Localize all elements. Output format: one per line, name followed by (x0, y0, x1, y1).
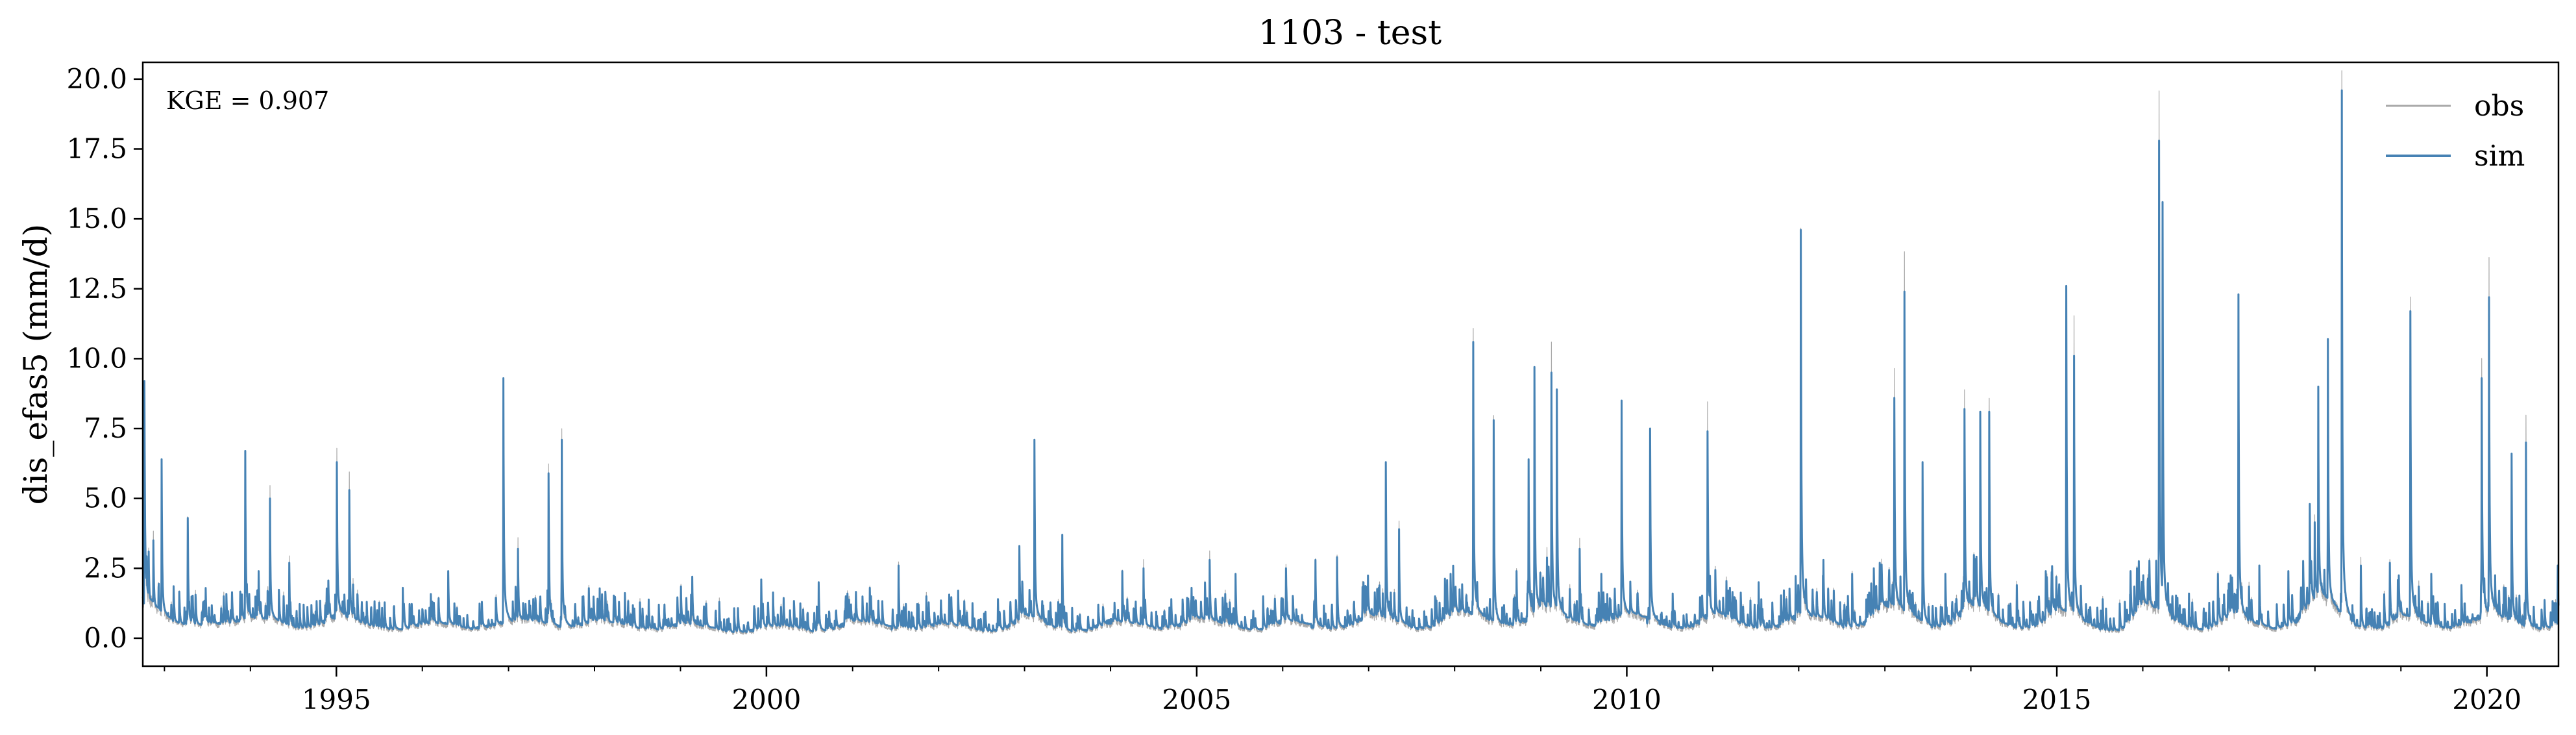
x-tick-label: 2010 (1592, 684, 1662, 716)
y-tick-label: 5.0 (84, 482, 127, 514)
x-tick-label: 2020 (2452, 684, 2521, 716)
y-tick-label: 20.0 (66, 63, 127, 95)
y-tick-label: 15.0 (66, 203, 127, 234)
y-tick-label: 10.0 (66, 342, 127, 374)
legend: obs sim (2386, 90, 2525, 173)
sim-series-line (141, 89, 2560, 633)
chart-title: 1103 - test (1258, 14, 1441, 53)
y-tick-label: 2.5 (84, 552, 127, 584)
x-tick-label: 2005 (1162, 684, 1231, 716)
kge-annotation: KGE = 0.907 (166, 86, 329, 115)
y-tick-label: 17.5 (66, 132, 127, 164)
legend-sim-label: sim (2474, 140, 2525, 173)
x-tick-label: 2015 (2022, 684, 2092, 716)
y-axis: 0.0 2.5 5.0 7.5 10.0 12.5 15.0 17.5 20.0 (66, 63, 143, 654)
y-tick-label: 7.5 (84, 412, 127, 444)
sim-series-layer (141, 89, 2560, 633)
y-tick-label: 0.0 (84, 622, 127, 654)
y-axis-label: dis_efas5 (mm/d) (17, 224, 55, 505)
x-tick-label: 2000 (731, 684, 801, 716)
x-tick-label: 1995 (302, 684, 371, 716)
plot-frame (141, 61, 2560, 667)
legend-obs-label: obs (2474, 90, 2524, 123)
x-axis: 1995 2000 2005 2010 2015 2020 (164, 666, 2521, 716)
y-tick-label: 12.5 (66, 273, 127, 305)
